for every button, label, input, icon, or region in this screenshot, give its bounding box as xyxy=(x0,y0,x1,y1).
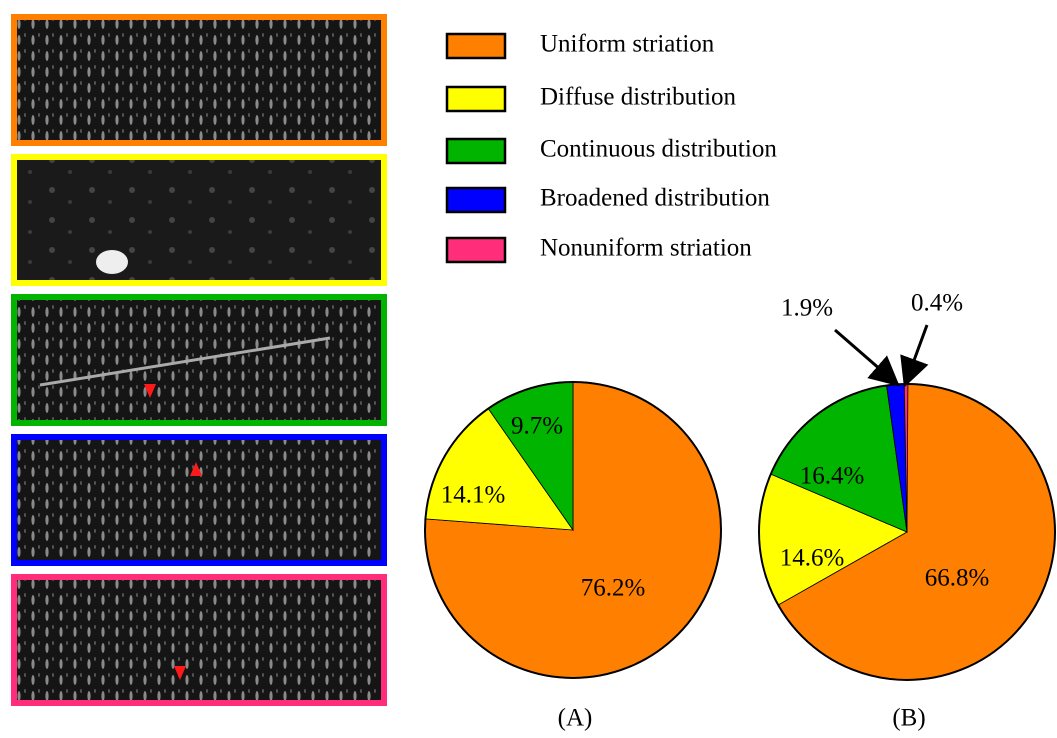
legend-label: Uniform striation xyxy=(540,31,715,58)
pie-caption: (A) xyxy=(558,705,593,732)
value-label: 1.9% xyxy=(781,295,833,322)
micrograph xyxy=(14,437,384,563)
legend-swatch xyxy=(447,139,505,163)
legend-swatch xyxy=(447,34,505,58)
micrograph xyxy=(14,577,384,703)
callout-arrow xyxy=(835,330,895,382)
pies: 76.2% 14.1% 9.7% (A) 66.8% 14.6% 16.4% 1.9% 0.4%… xyxy=(425,290,1055,732)
legend-label: Diffuse distribution xyxy=(540,84,737,111)
value-label: 14.1% xyxy=(441,482,506,509)
value-label: 14.6% xyxy=(780,545,845,572)
legend-swatch xyxy=(447,87,505,111)
figure: Uniform striation Diffuse distribution Con… xyxy=(0,0,1057,738)
value-label: 9.7% xyxy=(511,413,563,440)
micrograph xyxy=(14,17,384,143)
value-label: 76.2% xyxy=(581,575,646,602)
value-label: 0.4% xyxy=(911,290,963,317)
legend-label: Broadened distribution xyxy=(540,185,770,212)
value-label: 16.4% xyxy=(800,463,865,490)
legend-label: Nonuniform striation xyxy=(540,235,752,262)
legend: Uniform striation Diffuse distribution Con… xyxy=(447,31,777,262)
legend-swatch xyxy=(447,188,505,212)
micrographs xyxy=(14,17,384,703)
pie-caption: (B) xyxy=(892,705,925,732)
bright-spot xyxy=(96,250,128,274)
value-label: 66.8% xyxy=(925,565,990,592)
legend-swatch xyxy=(447,238,505,262)
legend-label: Continuous distribution xyxy=(540,136,777,163)
callout-arrow xyxy=(906,325,927,382)
micrograph xyxy=(14,157,384,283)
